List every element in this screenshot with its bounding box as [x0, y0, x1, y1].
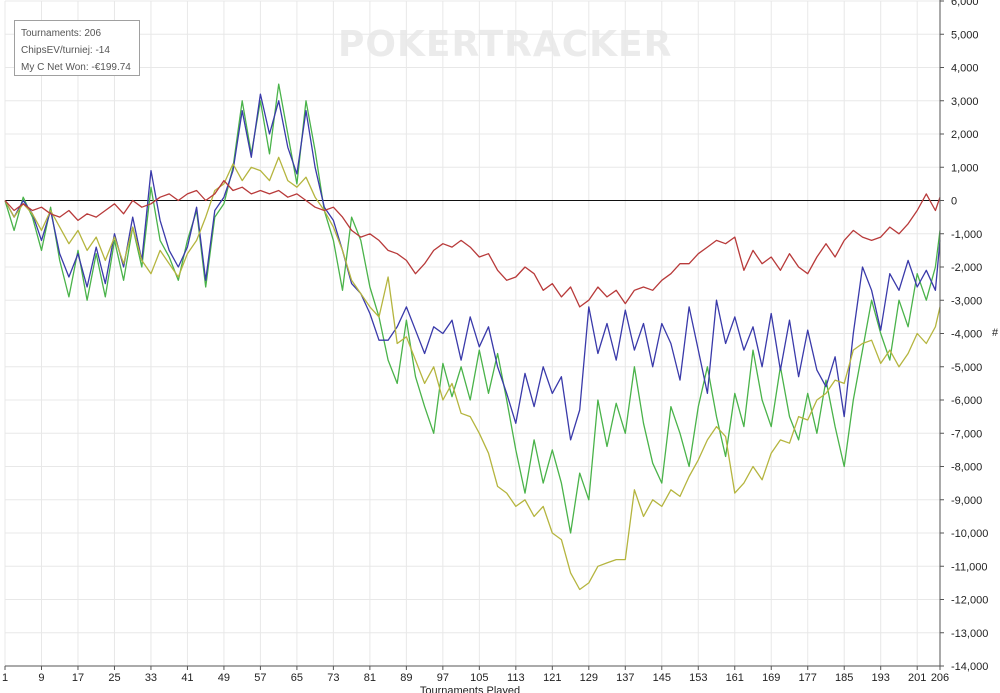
y-tick-label: -10,000 — [951, 528, 988, 540]
y-axis-title: # — [992, 327, 999, 339]
series-line-4 — [4, 179, 941, 308]
stats-summary-box: Tournaments: 206 ChipsEV/turniej: -14 My… — [14, 20, 140, 76]
y-tick-label: -3,000 — [951, 295, 982, 307]
x-tick-label: 185 — [835, 672, 853, 684]
x-tick-label: 1 — [2, 672, 8, 684]
y-tick-label: 3,000 — [951, 96, 979, 108]
y-tick-label: -12,000 — [951, 595, 988, 607]
x-tick-label: 177 — [799, 672, 817, 684]
x-tick-label: 81 — [364, 672, 376, 684]
x-tick-label: 57 — [254, 672, 266, 684]
x-tick-label: 201 — [908, 672, 926, 684]
grid-lines — [4, 0, 941, 667]
watermark-logo: POKERTRACKER — [338, 24, 672, 65]
series-lines — [4, 83, 941, 591]
x-tick-label: 73 — [327, 672, 339, 684]
x-tick-label: 49 — [218, 672, 230, 684]
y-tick-label: -1,000 — [951, 229, 982, 241]
x-tick-label: 9 — [38, 672, 44, 684]
x-tick-label: 145 — [653, 672, 671, 684]
stats-tournaments: Tournaments: 206 — [21, 28, 102, 39]
y-tick-label: -13,000 — [951, 628, 988, 640]
x-tick-label: 161 — [726, 672, 744, 684]
x-tick-label: 89 — [400, 672, 412, 684]
x-tick-label: 129 — [580, 672, 598, 684]
x-tick-label: 121 — [543, 672, 561, 684]
y-tick-label: -11,000 — [951, 561, 988, 573]
stats-net-won: My C Net Won: -€199.74 — [21, 62, 131, 73]
y-tick-label: 4,000 — [951, 63, 979, 75]
y-tick-label: -5,000 — [951, 362, 982, 374]
y-tick-label: -14,000 — [951, 661, 988, 673]
y-tick-label: -7,000 — [951, 428, 982, 440]
x-tick-label: 206 — [931, 672, 949, 684]
series-line-3 — [4, 156, 941, 591]
x-tick-label: 17 — [72, 672, 84, 684]
x-tick-label: 193 — [872, 672, 890, 684]
x-tick-label: 153 — [689, 672, 707, 684]
series-line-2 — [4, 93, 941, 441]
y-tick-label: 1,000 — [951, 162, 979, 174]
y-tick-label: 0 — [951, 196, 957, 208]
x-tick-label: 41 — [181, 672, 193, 684]
x-tick-label: 169 — [762, 672, 780, 684]
x-tick-label: 105 — [470, 672, 488, 684]
stats-chips-ev: ChipsEV/turniej: -14 — [21, 45, 110, 56]
y-tick-label: -4,000 — [951, 329, 982, 341]
y-tick-label: 2,000 — [951, 129, 979, 141]
y-tick-label: 5,000 — [951, 29, 979, 41]
x-tick-label: 113 — [507, 672, 525, 684]
y-tick-label: 6,000 — [951, 0, 979, 8]
y-tick-label: -8,000 — [951, 462, 982, 474]
y-axis: -14,000 -13,000 -12,000 -11,000 -10,000 -9,00… — [939, 0, 988, 673]
x-tick-label: 33 — [145, 672, 157, 684]
x-axis: 1 9 17 25 33 41 49 57 65 73 81 89 97 105 113 121 129 137 1… — [2, 665, 949, 684]
y-tick-label: -2,000 — [951, 262, 982, 274]
x-tick-label: 137 — [616, 672, 634, 684]
y-tick-label: -9,000 — [951, 495, 982, 507]
x-axis-title: Tournaments Played — [420, 685, 520, 693]
y-tick-label: -6,000 — [951, 395, 982, 407]
x-tick-label: 25 — [108, 672, 120, 684]
x-tick-label: 65 — [291, 672, 303, 684]
x-tick-label: 97 — [437, 672, 449, 684]
series-line-1 — [4, 83, 941, 534]
